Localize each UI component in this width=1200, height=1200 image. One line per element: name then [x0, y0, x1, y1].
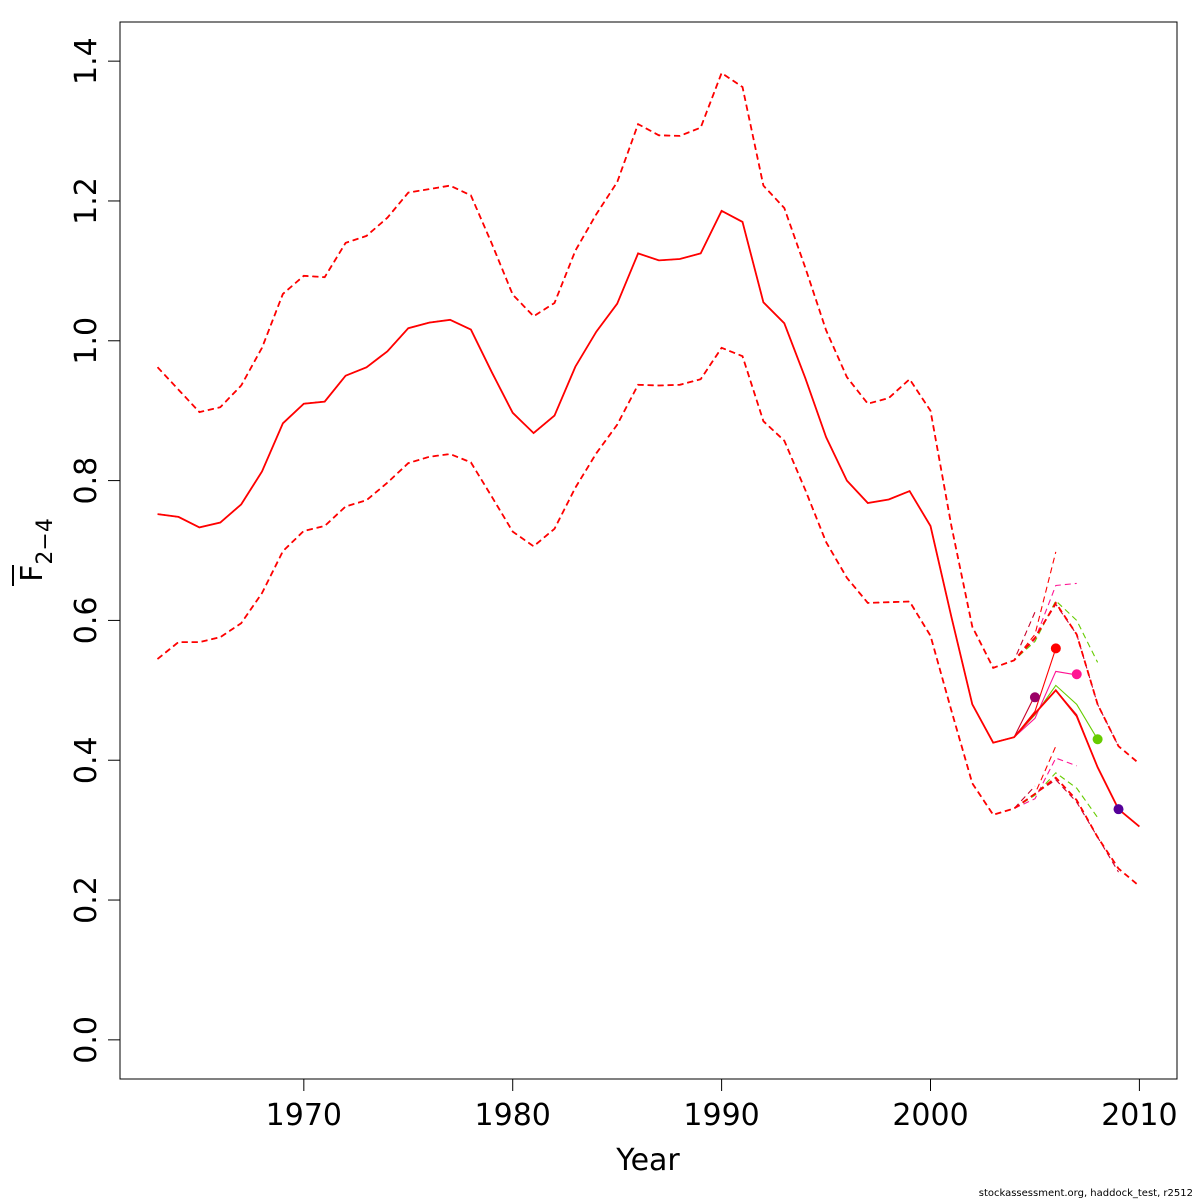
- series-layer: [156, 71, 1140, 887]
- upper-bound-line-2006: [157, 72, 1057, 669]
- y-tick-label: 1.4: [69, 37, 104, 85]
- footer-credit: stockassessment.org, haddock_test, r2512: [979, 1188, 1193, 1199]
- terminal-point-2007: [1071, 669, 1082, 680]
- y-tick-label: 0.0: [69, 1016, 104, 1064]
- terminal-point-2005: [1029, 692, 1040, 703]
- y-tick-label: 1.0: [69, 317, 104, 365]
- y-axis: 0.0 0.2 0.4 0.6 0.8 1.0 1.2 1.4: [69, 37, 121, 1064]
- terminal-point-2009: [1113, 804, 1124, 815]
- lower-bound-line-2009: [157, 347, 1119, 873]
- x-tick-label: 1990: [683, 1098, 759, 1133]
- upper-bound-line-2007: [157, 72, 1077, 669]
- x-axis: 1970 1980 1990 2000 2010: [266, 1078, 1178, 1133]
- y-axis-title-main: F: [15, 565, 50, 582]
- plot-frame: [119, 21, 1178, 1080]
- y-axis-title: F2−4: [12, 518, 58, 586]
- lower-bound-line-2010: [157, 346, 1140, 887]
- x-tick-label: 2010: [1101, 1098, 1177, 1133]
- y-tick-label: 0.6: [69, 597, 104, 645]
- estimate-line-2008: [157, 210, 1099, 744]
- estimate-line-2005: [157, 210, 1036, 744]
- series-2007: [157, 72, 1077, 816]
- y-tick-label: 0.4: [69, 736, 104, 784]
- series-2010: [156, 71, 1140, 887]
- x-axis-title: Year: [615, 1143, 680, 1178]
- series-2006: [157, 72, 1057, 816]
- y-tick-label: 1.2: [69, 177, 104, 225]
- estimate-line-2010: [157, 209, 1140, 828]
- series-2008: [157, 72, 1099, 818]
- terminal-point-2006: [1050, 643, 1061, 654]
- lower-bound-line-2007: [157, 347, 1077, 816]
- y-tick-label: 0.8: [69, 457, 104, 505]
- series-2005: [157, 72, 1036, 816]
- x-tick-label: 1980: [475, 1098, 551, 1133]
- upper-bound-line-2010: [156, 71, 1140, 765]
- upper-bound-line-2005: [157, 72, 1036, 669]
- terminal-point-2008: [1092, 734, 1103, 745]
- svg-text:F2−4: F2−4: [15, 518, 58, 582]
- x-tick-label: 2000: [892, 1098, 968, 1133]
- series-2009: [157, 72, 1119, 873]
- lower-bound-line-2006: [157, 347, 1057, 816]
- upper-bound-line-2008: [157, 72, 1099, 669]
- lower-bound-line-2008: [157, 347, 1099, 818]
- estimate-line-2009: [157, 210, 1119, 810]
- points-layer: [1029, 643, 1124, 815]
- x-tick-label: 1970: [266, 1098, 342, 1133]
- y-tick-label: 0.2: [69, 876, 104, 924]
- estimate-line-2006: [157, 210, 1057, 744]
- upper-bound-line-2009: [157, 72, 1119, 747]
- y-axis-title-subscript: 2−4: [33, 518, 58, 564]
